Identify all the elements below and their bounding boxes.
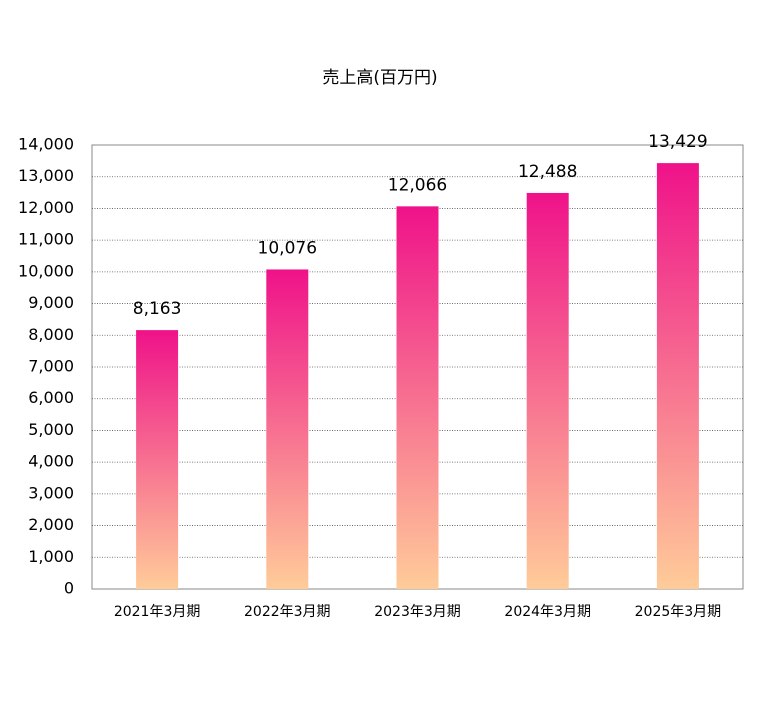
y-tick-label: 9,000 [28,293,74,312]
y-tick-label: 11,000 [18,230,74,249]
y-tick-label: 14,000 [18,135,74,154]
y-tick-label: 0 [64,579,74,598]
bar [396,206,439,589]
x-tick-label: 2024年3月期 [504,604,591,620]
y-tick-label: 1,000 [28,547,74,566]
bar [136,330,179,589]
x-tick-label: 2022年3月期 [244,604,331,620]
value-label: 12,488 [518,162,577,182]
chart-title: 売上高(百万円) [322,68,437,88]
y-tick-label: 4,000 [28,452,74,471]
y-tick-label: 8,000 [28,325,74,344]
value-label: 12,066 [388,175,447,195]
value-label: 13,429 [648,132,707,152]
y-tick-label: 6,000 [28,388,74,407]
x-tick-label: 2025年3月期 [635,604,722,620]
y-tick-label: 2,000 [28,515,74,534]
x-tick-label: 2021年3月期 [114,604,201,620]
value-label: 10,076 [258,238,317,258]
y-tick-label: 5,000 [28,420,74,439]
x-tick-label: 2023年3月期 [374,604,461,620]
y-tick-label: 7,000 [28,357,74,376]
y-tick-label: 12,000 [18,198,74,217]
y-tick-label: 13,000 [18,166,74,185]
y-tick-label: 10,000 [18,261,74,280]
value-label: 8,163 [133,299,182,319]
bar [266,269,309,589]
bar [526,192,569,589]
bar [656,163,699,589]
y-tick-label: 3,000 [28,483,74,502]
